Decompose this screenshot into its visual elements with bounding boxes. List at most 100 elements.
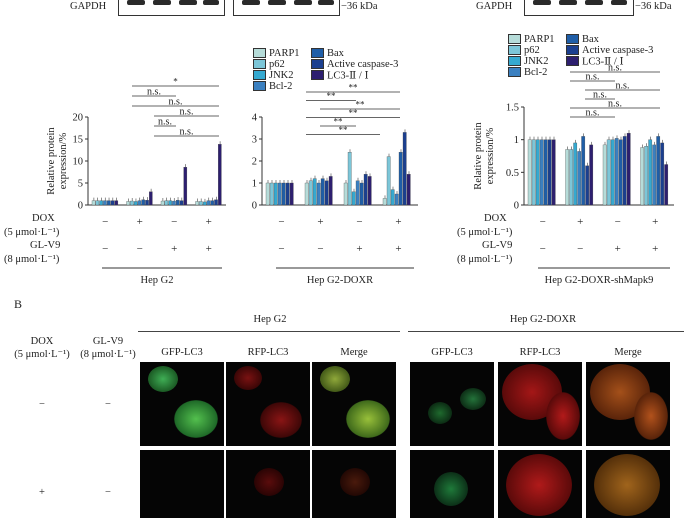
bar — [359, 182, 364, 206]
bar — [589, 144, 594, 206]
legend-swatch — [508, 67, 521, 78]
legend-swatch — [253, 81, 266, 92]
bar — [347, 152, 352, 206]
bar — [312, 178, 317, 206]
bar — [656, 136, 661, 206]
bar — [103, 200, 107, 206]
glv9-label: GL-V9 — [30, 240, 61, 251]
bar — [328, 176, 333, 206]
col-merge-2: Merge — [614, 347, 642, 358]
panel-b-group1: Hep G2 — [253, 314, 287, 325]
legend-label: LC3-Ⅱ / Ⅰ — [327, 70, 369, 82]
bar — [199, 201, 203, 206]
bar — [324, 180, 329, 206]
bar — [406, 174, 411, 206]
gapdh-blot-left-2 — [233, 0, 340, 16]
significance-label: n.s. — [616, 81, 630, 92]
y-tick-label: 4 — [252, 113, 258, 124]
bar — [402, 132, 407, 206]
bar — [602, 144, 607, 206]
bar — [149, 191, 153, 206]
bar — [664, 164, 669, 206]
bar — [394, 193, 399, 206]
micro-hepg2-gfp-ctrl — [140, 362, 224, 446]
y-tick-label: 0 — [252, 201, 257, 212]
bar — [164, 200, 169, 206]
legend-item: PARP1 — [508, 30, 555, 48]
legend-right: PARP1 p62 JNK2 Bcl-2 Bax Active caspase-3 LC3-… — [508, 30, 688, 78]
bar — [210, 200, 214, 206]
glv9-unit-right: (8 μmol·L⁻¹) — [457, 254, 513, 265]
bar — [343, 182, 348, 206]
significance-label: ** — [327, 91, 337, 101]
bar — [160, 200, 165, 206]
bar — [130, 200, 134, 206]
dox-sign: + — [206, 216, 212, 228]
gapdh-blot-right — [524, 0, 634, 16]
col-gfp-1: GFP-LC3 — [161, 347, 203, 358]
bar — [648, 139, 653, 206]
significance-label: ** — [339, 125, 349, 135]
significance-label: * — [173, 77, 178, 87]
panel-b-label: B — [14, 297, 23, 311]
bar — [95, 200, 100, 206]
bar — [206, 200, 211, 206]
bar — [569, 149, 574, 206]
legend-swatch — [508, 45, 521, 56]
legend-item: p62 — [508, 41, 540, 59]
bar — [640, 147, 645, 206]
micro-hepg2-merge-dox — [312, 450, 396, 518]
legend-item: PARP1 — [253, 44, 300, 62]
bar — [285, 182, 290, 206]
legend-swatch — [311, 59, 324, 70]
row1-dox: − — [39, 399, 45, 410]
dox-sign: − — [615, 216, 621, 228]
glv9-unit: (8 μmol·L⁻¹) — [4, 254, 60, 265]
bar — [168, 200, 172, 206]
significance-label: n.s. — [158, 117, 172, 128]
dox-sign: − — [356, 216, 362, 228]
glv9-sign: − — [278, 243, 284, 255]
legend-swatch — [566, 34, 579, 45]
dox-sign: − — [540, 216, 546, 228]
bar — [289, 182, 294, 206]
y-tick-label: 2 — [252, 157, 257, 168]
y-tick-label: 20 — [73, 113, 84, 124]
significance-label: n.s. — [593, 90, 607, 101]
legend-label: Bax — [327, 47, 344, 59]
glv9-sign: − — [540, 243, 546, 255]
bar — [110, 200, 115, 206]
y-tick-label: 0 — [514, 201, 519, 212]
bar — [390, 189, 395, 206]
bar — [214, 199, 218, 206]
bar — [126, 201, 130, 206]
micro-doxr-merge-dox — [586, 450, 670, 518]
panel-b-dox-label: DOX — [30, 336, 54, 347]
micro-hepg2-rfp-ctrl — [226, 362, 310, 446]
legend-label: Bax — [582, 33, 599, 45]
bar — [106, 200, 111, 206]
bar — [91, 200, 96, 206]
legend-item: JNK2 — [508, 52, 549, 70]
bar — [195, 201, 199, 206]
significance-label: n.s. — [586, 72, 600, 83]
y-tick-label: 1.5 — [506, 103, 519, 114]
legend-label: PARP1 — [269, 47, 300, 59]
gapdh-blot-left-1 — [118, 0, 225, 16]
glv9-label-right: GL-V9 — [482, 240, 513, 251]
bar — [99, 200, 103, 206]
dox-sign: − — [171, 216, 177, 228]
legend-item: LC3-Ⅱ / Ⅰ — [311, 66, 369, 84]
y-tick-label: 1 — [514, 135, 519, 146]
kda-label-left: −36 kDa — [341, 1, 378, 12]
bar — [320, 178, 325, 206]
significance-label: n.s. — [169, 97, 183, 108]
bar — [308, 180, 313, 206]
significance-label: ** — [334, 117, 344, 127]
bar — [269, 182, 274, 206]
legend-label: Active caspase-3 — [582, 44, 654, 56]
legend-swatch — [566, 45, 579, 56]
row2-dox: + — [39, 487, 45, 498]
legend-swatch — [508, 34, 521, 45]
legend-label: JNK2 — [524, 55, 549, 67]
